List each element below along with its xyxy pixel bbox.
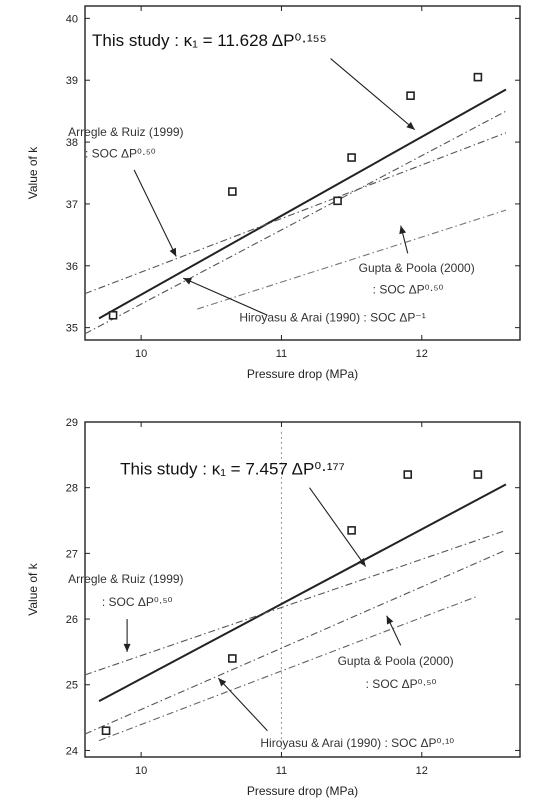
y-tick-label: 25 [66,680,78,692]
plot-frame [84,421,521,758]
y-tick-label: 35 [66,323,78,335]
annotation-label: Hiroyasu & Arai (1990) : SOC ΔP⁻¹ [239,310,425,324]
data-point [347,153,356,162]
x-tick-label: 10 [135,765,147,777]
y-tick-label: 28 [66,483,78,495]
correlation-line [84,549,507,735]
x-tick-label: 11 [276,765,287,777]
annotation-label: This study : κ₁ = 11.628 ΔP⁰·¹⁵⁵ [92,31,327,50]
plot-frame [84,5,521,341]
data-point [333,196,342,206]
data-point [473,72,483,82]
x-tick-label: 10 [135,348,147,360]
data-point [228,187,237,196]
annotation-label: This study : κ₁ = 7.457 ΔP⁰·¹⁷⁷ [120,460,345,479]
y-tick-label: 38 [66,137,78,149]
data-point [403,470,413,479]
fit-line [98,88,507,320]
correlation-line [84,529,507,676]
data-point [108,310,118,320]
y-tick-label: 24 [66,745,78,757]
annotation-label: : SOC ΔP⁰·⁵⁰ [373,283,444,297]
correlation-line [98,595,479,742]
annotation-arrowhead [169,247,177,257]
annotation-label: Gupta & Poola (2000) [359,261,475,275]
fit-line [98,483,507,703]
annotation-label: Hiroyasu & Arai (1990) : SOC ΔP⁰·¹⁰ [260,736,454,750]
y-axis-title: Value of k [26,146,40,199]
annotation-arrowhead [386,615,394,625]
annotation-label: Arregle & Ruiz (1999) [68,572,183,586]
annotation-label: Gupta & Poola (2000) [338,654,454,668]
y-tick-label: 36 [66,261,78,273]
annotation-label: : SOC ΔP⁰·⁵⁰ [85,147,156,161]
x-axis-title: Pressure drop (MPa) [247,784,358,798]
annotation-arrowhead [399,225,407,235]
annotation-arrowhead [183,278,192,285]
x-axis-title: Pressure drop (MPa) [247,367,358,381]
annotation-arrowhead [218,678,227,687]
correlation-line [84,132,507,295]
correlation-line [197,209,507,310]
x-tick-label: 12 [416,765,428,777]
annotation-label: : SOC ΔP⁰·⁵⁰ [366,677,437,691]
correlation-line [84,110,507,335]
data-point [473,470,483,479]
y-tick-label: 37 [66,199,78,211]
annotation-arrow [133,169,177,257]
annotation-arrow [217,677,268,732]
annotation-arrowhead [358,557,366,567]
data-point [406,91,415,100]
y-tick-label: 39 [66,75,78,87]
y-tick-label: 27 [66,548,78,560]
annotation-arrow [183,277,268,316]
data-point [347,526,356,535]
annotation-label: : SOC ΔP⁰·⁵⁰ [102,595,173,609]
x-tick-label: 11 [276,348,287,360]
x-tick-label: 12 [416,348,428,360]
annotation-arrowhead [406,121,415,130]
y-tick-label: 26 [66,614,78,626]
y-axis-title: Value of k [26,562,40,615]
y-tick-label: 29 [66,417,78,429]
annotation-arrow [330,58,416,131]
data-point [228,654,237,663]
annotation-label: Arregle & Ruiz (1999) [68,125,183,139]
annotation-arrow [309,487,367,567]
data-point [101,726,111,736]
annotation-arrowhead [123,643,131,652]
y-tick-label: 40 [66,13,78,25]
